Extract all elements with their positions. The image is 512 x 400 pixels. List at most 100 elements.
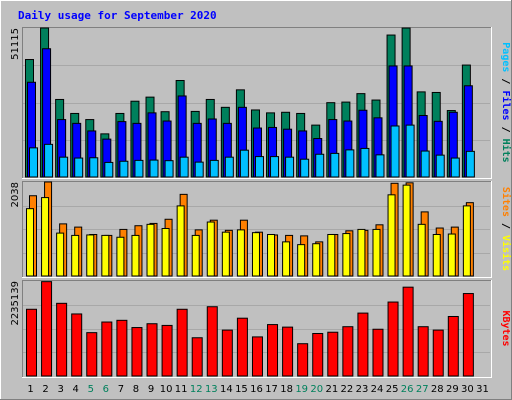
label-hits: Hits	[500, 139, 512, 163]
bar-pages	[270, 156, 280, 178]
chart-panel-1: 51115 Pages / Files / Hits	[10, 27, 512, 179]
bar-kbytes	[402, 286, 414, 377]
bar-sites	[267, 233, 276, 277]
x-tick-label: 14	[220, 384, 233, 395]
x-tick-label: 29	[446, 384, 459, 395]
bar-pages	[194, 161, 204, 178]
bar-pages	[59, 156, 69, 178]
bar-kbytes	[161, 324, 173, 377]
x-tick-label: 26	[401, 384, 414, 395]
bar-pages	[285, 156, 295, 178]
bar-sites	[342, 233, 351, 277]
bar-sites	[41, 197, 50, 277]
x-tick-label: 9	[148, 384, 154, 395]
x-tick-label: 1	[27, 384, 33, 395]
x-tick-label: 5	[88, 384, 94, 395]
bar-kbytes	[101, 321, 113, 377]
label-kbytes: KBytes	[500, 310, 511, 346]
x-tick-label: 31	[476, 384, 489, 395]
bar-pages	[315, 153, 325, 178]
bar-kbytes	[176, 308, 188, 377]
bar-pages	[149, 159, 159, 178]
label-sites: Sites	[500, 187, 512, 217]
bar-sites	[206, 221, 215, 277]
bar-kbytes	[221, 329, 233, 377]
chart-panel-3: 2235139 KBytes	[10, 280, 511, 378]
bar-kbytes	[342, 326, 354, 377]
bar-sites	[56, 232, 65, 277]
bar-kbytes	[236, 317, 248, 377]
bar-sites	[402, 184, 411, 277]
x-tick-label: 13	[205, 384, 218, 395]
x-tick-label: 3	[57, 384, 63, 395]
bar-pages	[134, 159, 144, 178]
bar-sites	[387, 194, 396, 277]
bar-kbytes	[41, 281, 53, 377]
bar-sites	[161, 227, 170, 277]
bar-sites	[251, 232, 260, 277]
bar-pages	[74, 157, 84, 178]
y-axis-max-label: 2235139	[10, 281, 21, 326]
x-axis-labels: 1 2 3 4 5 6 7 8 9 10 11 12 13 14 15 16 17 18 19 20 21 22 23 24 2…	[27, 384, 488, 395]
bar-pages	[330, 152, 340, 178]
bar-sites	[297, 244, 306, 277]
y-axis-series-label: KBytes	[500, 310, 511, 346]
x-tick-label: 8	[133, 384, 139, 395]
bar-sites	[417, 223, 426, 277]
bar-pages	[375, 154, 385, 178]
x-tick-label: 2	[42, 384, 48, 395]
label-visits: Visits	[500, 235, 512, 271]
bar-pages	[345, 149, 355, 178]
bar-kbytes	[447, 315, 459, 377]
bar-kbytes	[312, 332, 324, 377]
bar-kbytes	[462, 293, 474, 377]
bar-pages	[254, 156, 264, 178]
x-tick-label: 19	[295, 384, 308, 395]
x-tick-label: 12	[190, 384, 203, 395]
x-tick-label: 11	[175, 384, 188, 395]
bar-kbytes	[131, 327, 143, 377]
bar-sites	[432, 233, 441, 277]
bar-sites	[221, 231, 230, 277]
bar-kbytes	[357, 312, 369, 377]
label-separator: /	[500, 121, 511, 139]
chart-title: Daily usage for September 2020	[18, 9, 217, 22]
bar-sites	[176, 205, 185, 277]
bar-kbytes	[432, 329, 444, 377]
y-axis-series-label: Sites / Visits	[500, 187, 512, 271]
bar-sites	[191, 234, 200, 277]
bar-kbytes	[146, 323, 158, 377]
bar-pages	[179, 156, 189, 178]
x-tick-label: 15	[235, 384, 248, 395]
bar-pages	[300, 158, 310, 178]
x-tick-label: 28	[431, 384, 444, 395]
bar-sites	[312, 243, 321, 277]
bar-pages	[435, 154, 445, 178]
x-tick-label: 30	[461, 384, 474, 395]
bar-pages	[420, 150, 430, 178]
bar-kbytes	[56, 302, 68, 377]
bar-sites	[86, 234, 95, 277]
label-separator: /	[500, 217, 511, 235]
bar-kbytes	[417, 326, 429, 377]
bar-kbytes	[86, 332, 98, 377]
bar-pages	[224, 156, 234, 178]
bar-sites	[146, 223, 155, 277]
bar-pages	[164, 160, 174, 178]
x-tick-label: 16	[250, 384, 263, 395]
y-axis-max-label: 2038	[10, 182, 21, 207]
bar-kbytes	[267, 324, 279, 377]
bar-pages	[450, 157, 460, 178]
x-tick-label: 24	[371, 384, 384, 395]
bar-sites	[26, 208, 34, 277]
x-tick-label: 18	[280, 384, 293, 395]
y-axis-series-label: Pages / Files / Hits	[500, 42, 512, 162]
x-tick-label: 10	[160, 384, 173, 395]
bar-kbytes	[71, 313, 83, 377]
bar-pages	[104, 161, 114, 178]
bar-kbytes	[372, 328, 384, 377]
x-tick-label: 17	[265, 384, 278, 395]
bar-pages	[405, 124, 415, 178]
x-tick-label: 23	[356, 384, 369, 395]
